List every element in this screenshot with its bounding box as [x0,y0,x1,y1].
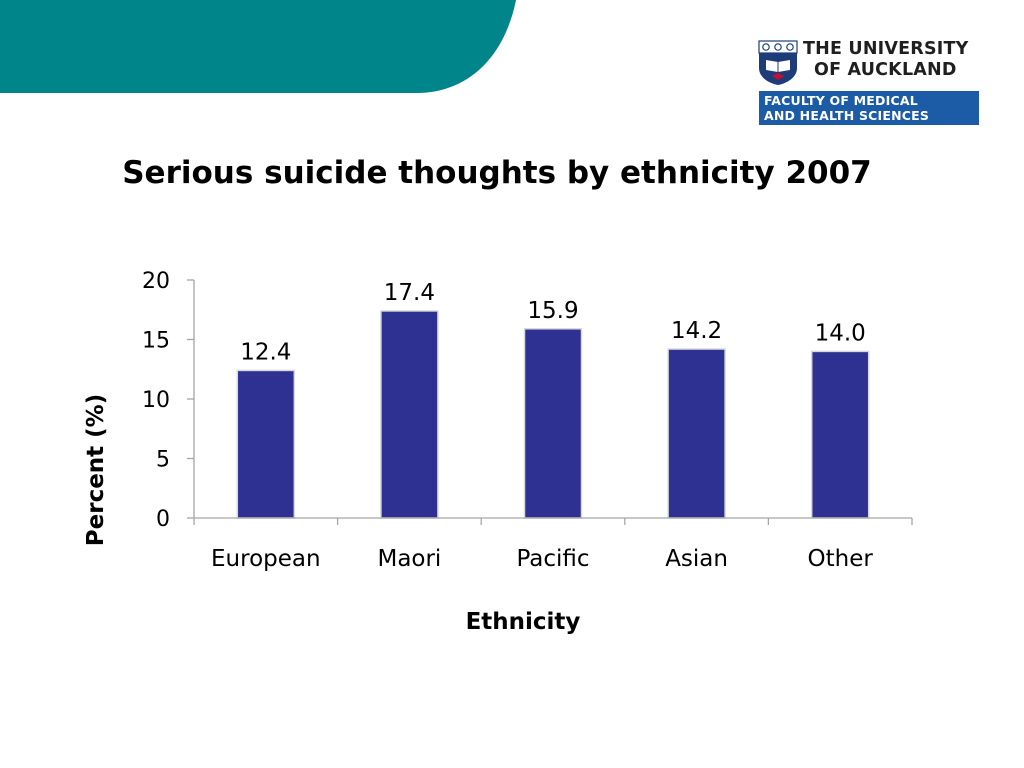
faculty-name-line2: AND HEALTH SCIENCES [764,108,930,123]
bar-pacific [523,328,583,519]
category-label-pacific: Pacific [516,546,589,572]
y-axis-ticks: 0 5 10 15 20 [142,269,194,532]
faculty-band: FACULTY OF MEDICAL AND HEALTH SCIENCES [759,91,979,125]
x-axis-ticks [193,518,913,525]
y-tick-label: 10 [142,388,170,413]
y-tick-label: 15 [142,329,170,354]
bars-group [236,310,870,519]
y-tick-label: 5 [156,448,170,473]
data-label-maori: 17.4 [384,280,435,306]
bar-asian [667,348,726,519]
y-tick-label: 0 [156,507,170,532]
x-axis-title: Ethnicity [466,609,581,635]
university-name-line1: THE UNIVERSITY [803,39,969,59]
data-label-pacific: 15.9 [527,298,578,324]
category-labels-group: European Maori Pacific Asian Other [211,546,873,572]
university-logo: THE UNIVERSITY OF AUCKLAND FACULTY OF ME… [758,39,983,126]
category-label-european: European [211,546,321,572]
data-label-asian: 14.2 [671,318,722,344]
bar-other [810,350,870,519]
data-label-other: 14.0 [815,320,866,346]
bar-maori [380,310,439,519]
category-label-other: Other [808,546,874,572]
university-name-line2: OF AUCKLAND [814,60,957,80]
data-label-european: 12.4 [240,339,291,365]
y-tick-label: 20 [142,269,170,294]
teal-banner [0,0,516,93]
teal-banner-shape [0,0,516,93]
slide-title: Serious suicide thoughts by ethnicity 20… [122,155,872,191]
category-label-maori: Maori [377,546,441,572]
university-name: THE UNIVERSITY OF AUCKLAND [803,39,983,81]
data-labels-group: 12.4 17.4 15.9 14.2 14.0 [240,280,866,366]
category-label-asian: Asian [665,546,728,572]
y-axis-title: Percent (%) [83,394,109,546]
faculty-name-line1: FACULTY OF MEDICAL [764,93,918,108]
bar-european [236,369,296,519]
university-crest-icon [758,40,798,85]
